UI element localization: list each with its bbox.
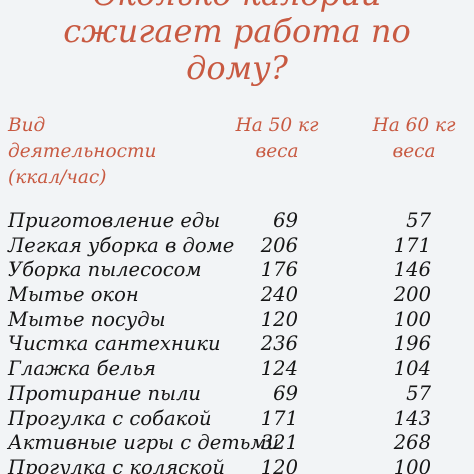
value-50kg: 176	[260, 258, 298, 282]
table-row: Прогулка с коляской 120 100	[0, 456, 474, 474]
activity-name: Приготовление еды	[8, 209, 221, 232]
activity-name: Легкая уборка в доме	[8, 233, 235, 257]
value-60kg: 100	[393, 307, 431, 331]
value-60kg: 100	[393, 455, 431, 474]
title-line-3: дому?	[186, 49, 288, 87]
value-60kg: 268	[393, 431, 431, 455]
table-row: Уборка пылесосом 176 146	[0, 258, 474, 283]
activity-name: Уборка пылесосом	[8, 258, 202, 282]
header-60kg: На 60 кг веса	[366, 113, 462, 165]
value-50kg: 120	[260, 455, 298, 474]
table-row: Протирание пыли 69 57	[0, 382, 474, 407]
header-50kg: На 50 кг веса	[231, 113, 323, 165]
table-row: Мытье окон 240 200	[0, 283, 474, 308]
header-activity-line: (ккал/час)	[8, 167, 107, 188]
header-60kg-line: веса	[392, 141, 436, 162]
value-60kg: 146	[393, 258, 431, 282]
table-row: Чистка сантехники 236 196	[0, 332, 474, 357]
header-50kg-line: На 50 кг	[235, 115, 319, 136]
activity-name: Глажка белья	[8, 357, 156, 381]
value-60kg: 57	[406, 209, 431, 232]
value-60kg: 104	[393, 357, 431, 381]
value-50kg: 321	[260, 431, 298, 455]
activity-name: Мытье посуды	[8, 307, 166, 331]
value-60kg: 143	[393, 406, 431, 430]
header-activity: Вид деятельности (ккал/час)	[8, 113, 156, 191]
table-row: Глажка белья 124 104	[0, 357, 474, 382]
activity-name: Прогулка с коляской	[8, 455, 225, 474]
value-60kg: 171	[393, 233, 431, 257]
activity-name: Прогулка с собакой	[8, 406, 212, 430]
value-50kg: 206	[260, 233, 298, 257]
value-50kg: 120	[260, 307, 298, 331]
value-50kg: 124	[260, 357, 298, 381]
value-50kg: 69	[273, 209, 298, 232]
header-activity-line: деятельности	[8, 141, 157, 162]
title-line-1: Сколько калорий	[0, 0, 474, 12]
value-50kg: 171	[260, 406, 298, 430]
header-60kg-line: На 60 кг	[372, 115, 456, 136]
value-50kg: 240	[260, 283, 298, 307]
table-row: Прогулка с собакой 171 143	[0, 407, 474, 432]
table-row: Активные игры с детьми 321 268	[0, 431, 474, 456]
table-row: Приготовление еды 69 57	[0, 209, 474, 234]
title-line-2: сжигает работа по	[63, 12, 411, 50]
activity-name: Протирание пыли	[8, 381, 201, 405]
table-row: Легкая уборка в доме 206 171	[0, 234, 474, 259]
calorie-table: Приготовление еды 69 57 Легкая уборка в …	[0, 209, 474, 474]
value-60kg: 57	[406, 381, 431, 405]
value-60kg: 196	[393, 332, 431, 356]
value-50kg: 69	[273, 381, 298, 405]
activity-name: Активные игры с детьми	[8, 431, 280, 455]
header-50kg-line: веса	[255, 141, 299, 162]
header-activity-line: Вид	[8, 115, 46, 136]
table-row: Мытье посуды 120 100	[0, 308, 474, 333]
value-60kg: 200	[393, 283, 431, 307]
value-50kg: 236	[260, 332, 298, 356]
activity-name: Чистка сантехники	[8, 332, 221, 356]
activity-name: Мытье окон	[8, 283, 139, 307]
